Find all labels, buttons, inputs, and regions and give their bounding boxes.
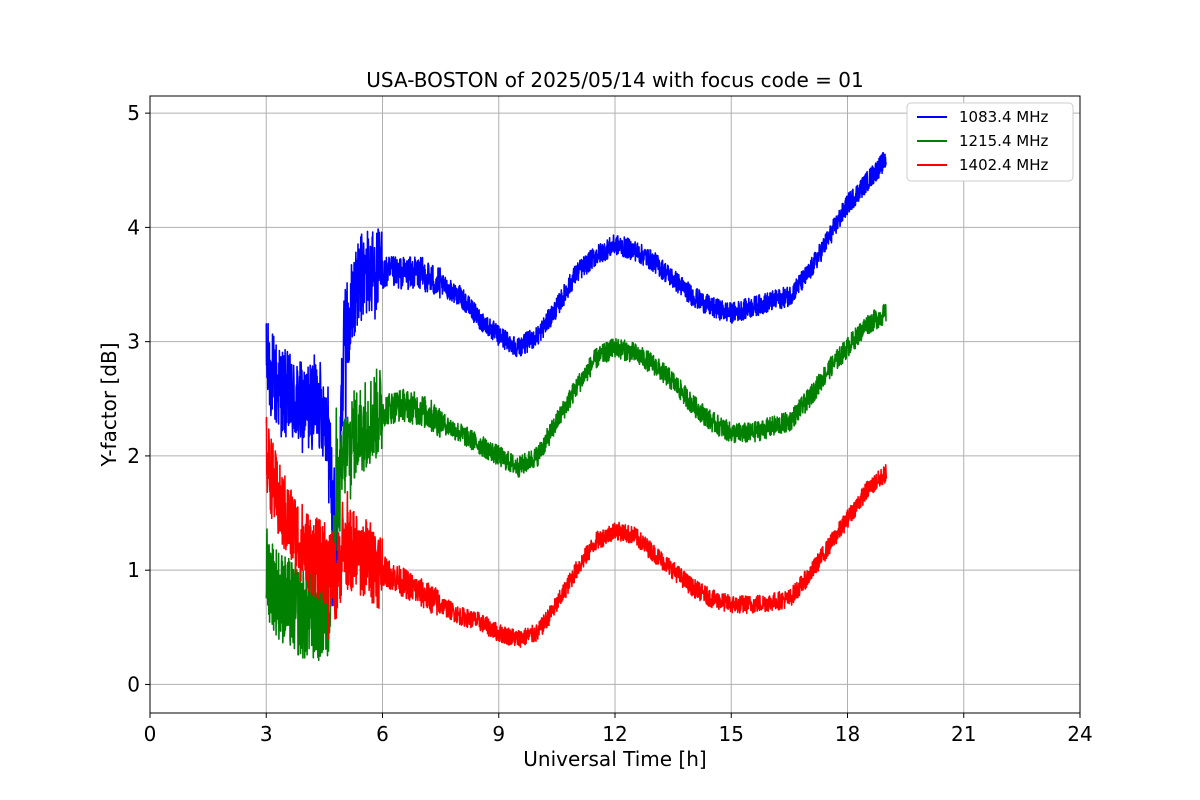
x-tick-label: 24	[1067, 722, 1092, 746]
y-tick-label: 0	[127, 672, 140, 696]
chart-title: USA-BOSTON of 2025/05/14 with focus code…	[366, 68, 863, 92]
legend-label: 1083.4 MHz	[959, 108, 1048, 126]
legend-label: 1402.4 MHz	[959, 156, 1048, 174]
x-tick-label: 9	[492, 722, 505, 746]
series-line	[265, 416, 888, 648]
x-tick-label: 12	[602, 722, 627, 746]
plot-area	[265, 151, 888, 662]
x-tick-label: 21	[951, 722, 976, 746]
y-tick-label: 4	[127, 215, 140, 239]
y-tick-label: 5	[127, 101, 140, 125]
y-tick-label: 2	[127, 444, 140, 468]
x-tick-label: 0	[144, 722, 157, 746]
legend: 1083.4 MHz 1215.4 MHz 1402.4 MHz	[906, 102, 1074, 182]
x-tick-label: 18	[835, 722, 860, 746]
series-line	[265, 151, 887, 607]
series-line	[265, 303, 887, 662]
x-tick-label: 6	[376, 722, 389, 746]
legend-box	[906, 102, 1074, 182]
x-tick-label: 15	[719, 722, 744, 746]
legend-label: 1215.4 MHz	[959, 132, 1048, 150]
x-axis: 0 3 6 9 12 15 18 21 24	[144, 713, 1093, 746]
x-tick-label: 3	[260, 722, 273, 746]
y-axis: 0 1 2 3 4 5	[127, 101, 150, 696]
y-tick-label: 3	[127, 330, 140, 354]
x-axis-label: Universal Time [h]	[523, 747, 706, 771]
y-axis-label: Y-factor [dB]	[97, 342, 121, 467]
y-tick-label: 1	[127, 558, 140, 582]
